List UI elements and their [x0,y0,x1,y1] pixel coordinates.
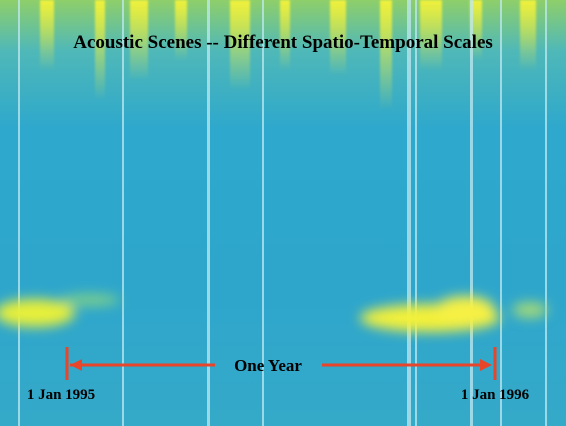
timeline-start: 1 Jan 1995 [27,387,95,403]
vertical-streaks [18,0,547,426]
timeline-label: One Year [234,356,302,375]
slide-title: Acoustic Scenes -- Different Spatio-Temp… [73,32,493,53]
top-streaks [40,0,536,110]
timeline-arrow [65,347,497,380]
yellow-patches [0,294,548,332]
timeline-end: 1 Jan 1996 [461,387,530,403]
